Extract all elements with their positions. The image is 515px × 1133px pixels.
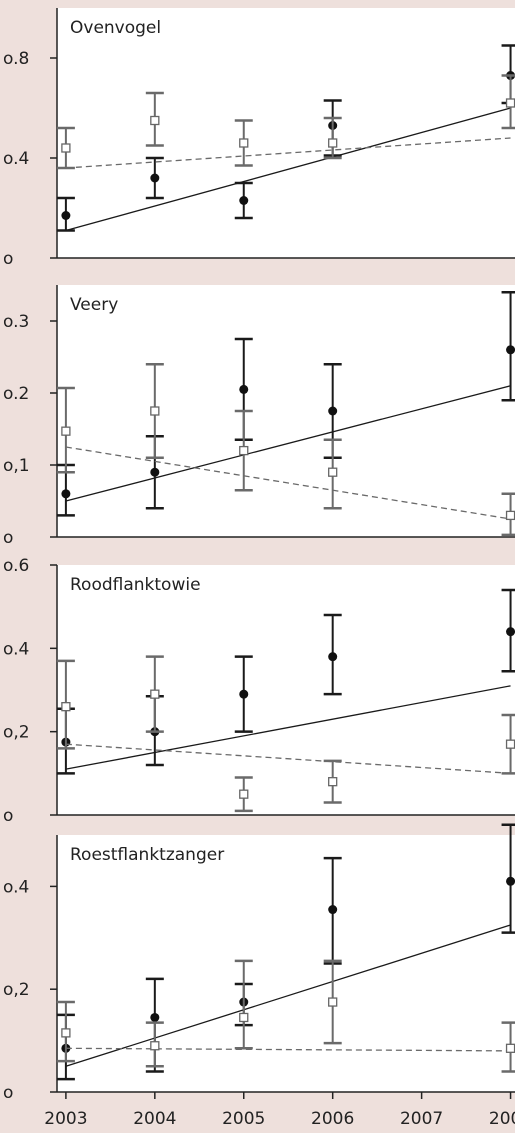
data-point: [505, 739, 515, 749]
plot-area: [57, 8, 515, 258]
data-point: [328, 467, 338, 477]
panel-title: Ovenvogel: [70, 18, 161, 38]
y-tick-label: o: [3, 806, 13, 826]
y-tick-label: o.3: [3, 312, 29, 332]
plot-area: [57, 835, 515, 1092]
y-tick-label: o: [3, 1083, 13, 1103]
data-point: [150, 1041, 160, 1051]
x-tick-label: 2005: [222, 1109, 265, 1129]
trend-line: [65, 107, 511, 232]
data-point: [506, 876, 515, 886]
data-point: [328, 997, 338, 1007]
plot-area: [57, 565, 515, 815]
data-point: [328, 905, 338, 915]
trend-line: [65, 924, 511, 1067]
y-tick-label: o.2: [3, 384, 29, 404]
panel-3: o o,2 o.4 o.6 Roodflanktowie: [3, 556, 515, 826]
y-tick-label: o.4: [3, 639, 29, 659]
data-point: [150, 1012, 160, 1022]
data-point: [150, 173, 160, 183]
data-point: [239, 689, 249, 699]
data-point: [505, 98, 515, 108]
data-point: [61, 143, 71, 153]
data-point: [150, 406, 160, 416]
x-tick-label: 2008: [489, 1109, 515, 1129]
data-point: [505, 1043, 515, 1053]
panel-title: Veery: [70, 295, 118, 315]
data-point: [61, 211, 71, 220]
data-point: [150, 689, 160, 699]
y-tick-label: o.4: [3, 149, 29, 169]
data-point: [506, 345, 515, 355]
series-open: [56, 655, 515, 813]
x-tick-label: 2004: [133, 1109, 176, 1129]
panel-4: o o,2 o.4 2003 2004 2005 2006 2007 2008 Roestflan…: [3, 823, 515, 1129]
trend-line: [65, 446, 511, 520]
data-point: [239, 196, 249, 205]
data-point: [150, 115, 160, 126]
y-tick-label: o.4: [3, 877, 29, 897]
trend-line: [65, 743, 511, 774]
x-tick-label: 2007: [400, 1109, 443, 1129]
data-point: [505, 510, 515, 521]
panel-title: Roodflanktowie: [70, 575, 201, 595]
data-point: [239, 384, 249, 394]
series-filled: [56, 588, 515, 775]
data-point: [239, 1012, 249, 1023]
data-point: [61, 702, 71, 712]
series-open: [56, 959, 515, 1073]
y-tick-label: o,1: [3, 456, 30, 476]
data-point: [150, 467, 160, 477]
panel-2: o o,1 o.2 o.3 Veery: [3, 285, 515, 548]
panels-group: o o.4 o.8 Ovenvogel o o,1 o.2 o.3 Veery o o,2 o.4 o.…: [3, 8, 515, 1129]
data-point: [61, 426, 71, 436]
data-point: [61, 489, 71, 499]
x-tick-label: 2003: [44, 1109, 87, 1129]
data-point: [239, 138, 249, 148]
x-tick-label: 2006: [311, 1109, 354, 1129]
y-tick-label: o: [3, 528, 13, 548]
panel-1: o o.4 o.8 Ovenvogel: [3, 8, 515, 269]
series-filled: [56, 44, 515, 232]
series-open: [56, 74, 515, 170]
trend-line: [65, 385, 511, 502]
y-tick-label: o.6: [3, 556, 29, 576]
series-open: [56, 362, 515, 537]
trend-line: [65, 685, 511, 770]
data-point: [328, 777, 338, 787]
trend-line: [65, 1047, 511, 1052]
plot-area: [57, 285, 515, 537]
trend-line: [65, 137, 511, 169]
data-point: [328, 652, 338, 662]
y-tick-label: o,2: [3, 980, 30, 1000]
y-tick-label: o.8: [3, 49, 29, 69]
data-point: [61, 1028, 71, 1038]
y-tick-label: o,2: [3, 723, 30, 743]
y-tick-label: o: [3, 249, 13, 269]
data-point: [239, 789, 249, 799]
panel-title: Roestflanktzanger: [70, 845, 224, 865]
data-point: [506, 627, 515, 637]
data-point: [239, 445, 249, 456]
data-point: [328, 406, 338, 416]
data-point: [328, 138, 338, 148]
